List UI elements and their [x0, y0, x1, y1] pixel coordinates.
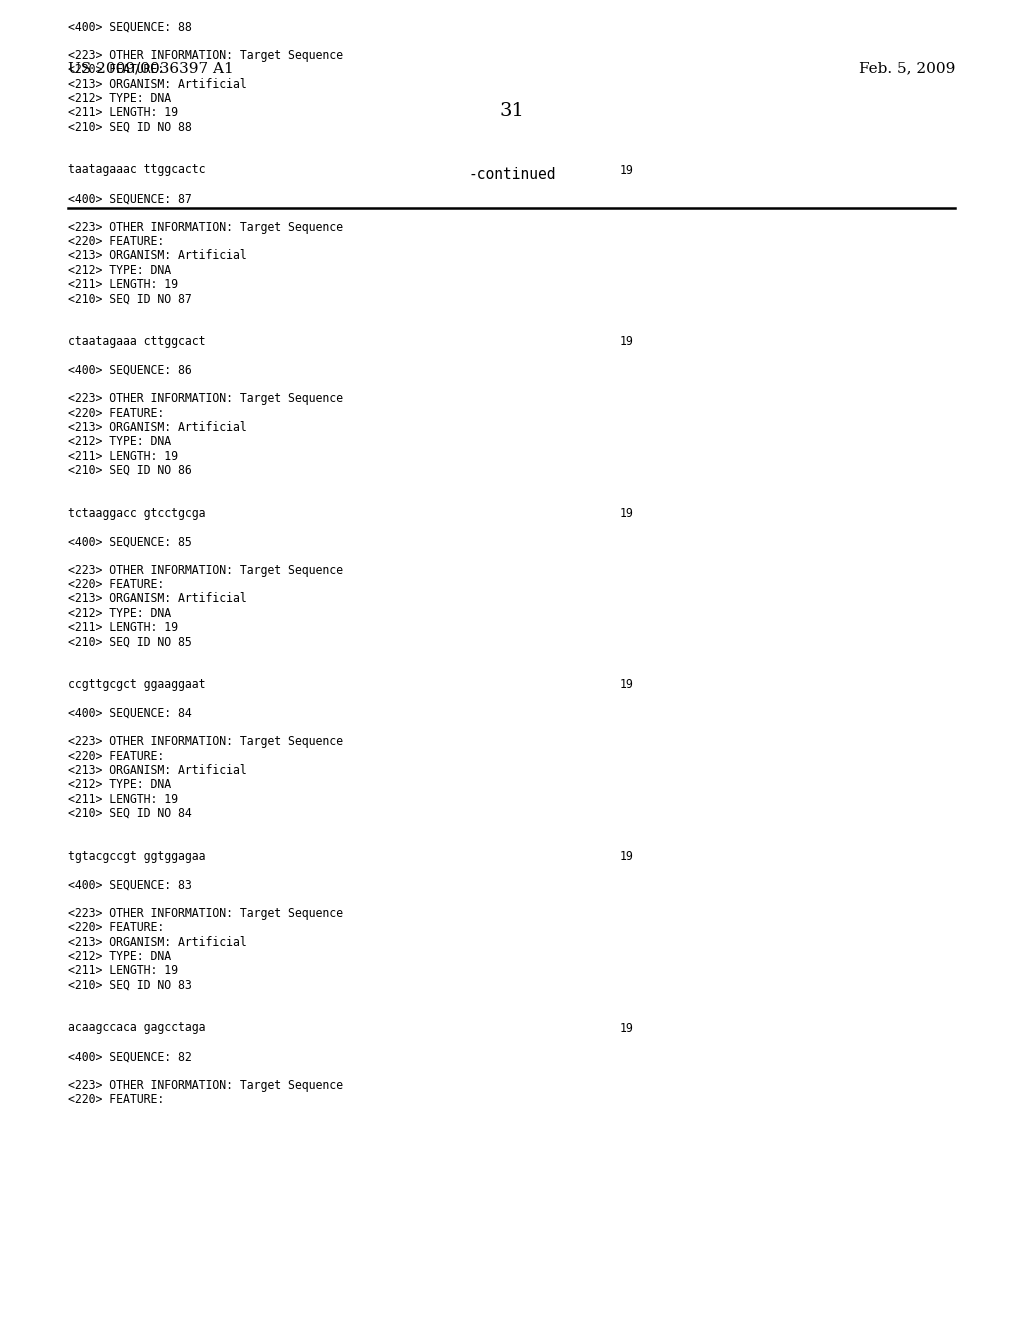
Text: <223> OTHER INFORMATION: Target Sequence: <223> OTHER INFORMATION: Target Sequence	[68, 49, 343, 62]
Text: <210> SEQ ID NO 86: <210> SEQ ID NO 86	[68, 463, 191, 477]
Text: tgtacgccgt ggtggagaa: tgtacgccgt ggtggagaa	[68, 850, 206, 863]
Text: <220> FEATURE:: <220> FEATURE:	[68, 407, 164, 420]
Text: <220> FEATURE:: <220> FEATURE:	[68, 578, 164, 591]
Text: ccgttgcgct ggaaggaat: ccgttgcgct ggaaggaat	[68, 678, 206, 692]
Text: <220> FEATURE:: <220> FEATURE:	[68, 750, 164, 763]
Text: <223> OTHER INFORMATION: Target Sequence: <223> OTHER INFORMATION: Target Sequence	[68, 220, 343, 234]
Text: US 2009/0036397 A1: US 2009/0036397 A1	[68, 61, 233, 75]
Text: <400> SEQUENCE: 83: <400> SEQUENCE: 83	[68, 879, 191, 891]
Text: <220> FEATURE:: <220> FEATURE:	[68, 921, 164, 935]
Text: <212> TYPE: DNA: <212> TYPE: DNA	[68, 264, 171, 277]
Text: <210> SEQ ID NO 88: <210> SEQ ID NO 88	[68, 120, 191, 133]
Text: <211> LENGTH: 19: <211> LENGTH: 19	[68, 279, 178, 290]
Text: <210> SEQ ID NO 84: <210> SEQ ID NO 84	[68, 807, 191, 820]
Text: <213> ORGANISM: Artificial: <213> ORGANISM: Artificial	[68, 593, 247, 606]
Text: <400> SEQUENCE: 86: <400> SEQUENCE: 86	[68, 364, 191, 376]
Text: <400> SEQUENCE: 82: <400> SEQUENCE: 82	[68, 1051, 191, 1063]
Text: 19: 19	[620, 850, 634, 863]
Text: acaagccaca gagcctaga: acaagccaca gagcctaga	[68, 1022, 206, 1035]
Text: <210> SEQ ID NO 85: <210> SEQ ID NO 85	[68, 635, 191, 648]
Text: <220> FEATURE:: <220> FEATURE:	[68, 63, 164, 77]
Text: <211> LENGTH: 19: <211> LENGTH: 19	[68, 622, 178, 634]
Text: taatagaaac ttggcactc: taatagaaac ttggcactc	[68, 164, 206, 177]
Text: <212> TYPE: DNA: <212> TYPE: DNA	[68, 436, 171, 449]
Text: <213> ORGANISM: Artificial: <213> ORGANISM: Artificial	[68, 78, 247, 91]
Text: <212> TYPE: DNA: <212> TYPE: DNA	[68, 92, 171, 106]
Text: 31: 31	[500, 102, 524, 120]
Text: 19: 19	[620, 164, 634, 177]
Text: <220> FEATURE:: <220> FEATURE:	[68, 1093, 164, 1106]
Text: <211> LENGTH: 19: <211> LENGTH: 19	[68, 107, 178, 119]
Text: <213> ORGANISM: Artificial: <213> ORGANISM: Artificial	[68, 764, 247, 777]
Text: 19: 19	[620, 507, 634, 520]
Text: <211> LENGTH: 19: <211> LENGTH: 19	[68, 450, 178, 462]
Text: <213> ORGANISM: Artificial: <213> ORGANISM: Artificial	[68, 249, 247, 263]
Text: <212> TYPE: DNA: <212> TYPE: DNA	[68, 779, 171, 792]
Text: <223> OTHER INFORMATION: Target Sequence: <223> OTHER INFORMATION: Target Sequence	[68, 907, 343, 920]
Text: <210> SEQ ID NO 87: <210> SEQ ID NO 87	[68, 292, 191, 305]
Text: -continued: -continued	[468, 168, 556, 182]
Text: tctaaggacc gtcctgcga: tctaaggacc gtcctgcga	[68, 507, 206, 520]
Text: Feb. 5, 2009: Feb. 5, 2009	[859, 61, 955, 75]
Text: <400> SEQUENCE: 87: <400> SEQUENCE: 87	[68, 193, 191, 205]
Text: <223> OTHER INFORMATION: Target Sequence: <223> OTHER INFORMATION: Target Sequence	[68, 564, 343, 577]
Text: <400> SEQUENCE: 88: <400> SEQUENCE: 88	[68, 21, 191, 33]
Text: <213> ORGANISM: Artificial: <213> ORGANISM: Artificial	[68, 936, 247, 949]
Text: <211> LENGTH: 19: <211> LENGTH: 19	[68, 965, 178, 977]
Text: <220> FEATURE:: <220> FEATURE:	[68, 235, 164, 248]
Text: <223> OTHER INFORMATION: Target Sequence: <223> OTHER INFORMATION: Target Sequence	[68, 1078, 343, 1092]
Text: <212> TYPE: DNA: <212> TYPE: DNA	[68, 950, 171, 964]
Text: ctaatagaaa cttggcact: ctaatagaaa cttggcact	[68, 335, 206, 348]
Text: <223> OTHER INFORMATION: Target Sequence: <223> OTHER INFORMATION: Target Sequence	[68, 392, 343, 405]
Text: 19: 19	[620, 1022, 634, 1035]
Text: <213> ORGANISM: Artificial: <213> ORGANISM: Artificial	[68, 421, 247, 434]
Text: <400> SEQUENCE: 84: <400> SEQUENCE: 84	[68, 708, 191, 719]
Text: <211> LENGTH: 19: <211> LENGTH: 19	[68, 793, 178, 805]
Text: <400> SEQUENCE: 85: <400> SEQUENCE: 85	[68, 536, 191, 548]
Text: <212> TYPE: DNA: <212> TYPE: DNA	[68, 607, 171, 620]
Text: <223> OTHER INFORMATION: Target Sequence: <223> OTHER INFORMATION: Target Sequence	[68, 735, 343, 748]
Text: 19: 19	[620, 335, 634, 348]
Text: <210> SEQ ID NO 83: <210> SEQ ID NO 83	[68, 978, 191, 991]
Text: 19: 19	[620, 678, 634, 692]
